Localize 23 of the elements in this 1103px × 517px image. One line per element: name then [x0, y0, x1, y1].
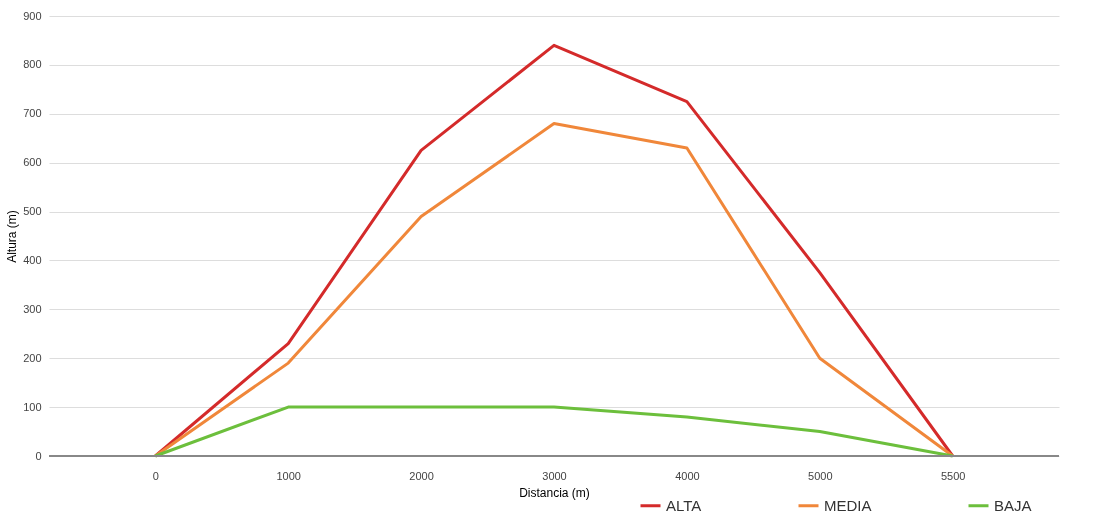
legend-label: ALTA: [666, 496, 702, 514]
y-tick-label: 800: [23, 58, 42, 71]
legend-label: BAJA: [994, 496, 1032, 514]
y-tick-label: 0: [35, 449, 42, 462]
y-tick-label: 700: [23, 107, 42, 120]
x-tick-label: 4000: [675, 469, 700, 482]
y-axis-title: Altura (m): [5, 210, 20, 263]
y-tick-label: 100: [23, 400, 42, 413]
x-tick-label: 5000: [808, 469, 833, 482]
x-tick-label: 5500: [940, 469, 966, 482]
x-axis-title: Distancia (m): [519, 485, 590, 500]
y-tick-label: 200: [23, 351, 42, 364]
y-tick-label: 500: [23, 205, 42, 218]
x-tick-label: 3000: [542, 469, 567, 482]
y-tick-label: 300: [23, 302, 42, 315]
line-series: [153, 405, 955, 458]
y-tick-label: 400: [23, 253, 42, 266]
x-tick-label: 2000: [409, 469, 434, 482]
legend-label: MEDIA: [824, 496, 872, 514]
x-tick-label: 0: [152, 469, 159, 482]
y-tick-label: 600: [23, 156, 42, 169]
y-tick-label: 900: [23, 9, 42, 22]
x-tick-label: 1000: [276, 469, 301, 482]
